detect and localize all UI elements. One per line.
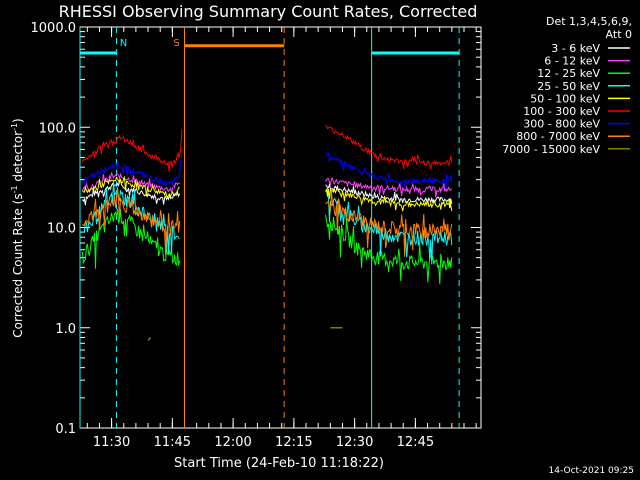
- legend-label: 300 - 800 keV: [523, 118, 600, 131]
- legend-label: 12 - 25 keV: [537, 67, 600, 80]
- y-tick-label: 1000.0: [31, 21, 77, 36]
- series-line: [325, 188, 453, 265]
- marker-label: S: [173, 38, 179, 49]
- series-line: [325, 191, 453, 257]
- legend-label: 7000 - 15000 keV: [502, 143, 600, 156]
- series-line: [325, 124, 453, 171]
- plot-area: 0.1 1.0 10.0 100.0 1000.0 11:30 11:45 12:00 12:1…: [31, 21, 482, 450]
- legend-label: 100 - 300 keV: [523, 105, 600, 118]
- x-tick-label: 11:30: [93, 435, 130, 450]
- series-line: [81, 172, 180, 193]
- y-tick-label: 10.0: [47, 222, 76, 237]
- y-tick-label: 1.0: [55, 322, 76, 337]
- series-line: [82, 187, 181, 256]
- x-tick-label: 12:45: [397, 435, 434, 450]
- y-tick-label: 0.1: [55, 422, 76, 437]
- legend-header-2: Att 0: [606, 28, 632, 41]
- legend-label: 50 - 100 keV: [530, 92, 600, 105]
- series-line: [82, 150, 183, 187]
- x-tick-label: 11:45: [154, 435, 191, 450]
- y-tick-label: 100.0: [39, 121, 76, 136]
- x-axis-label: Start Time (24-Feb-10 11:18:22): [174, 456, 384, 471]
- x-tick-label: 12:00: [214, 435, 251, 450]
- timestamp: 14-Oct-2021 09:25: [548, 466, 634, 476]
- series-line: [81, 208, 181, 269]
- x-tick-label: 12:30: [336, 435, 373, 450]
- chart-title: RHESSI Observing Summary Count Rates, Co…: [59, 2, 478, 21]
- series-line: [81, 129, 183, 173]
- legend-label: 25 - 50 keV: [537, 80, 600, 93]
- series-line: [325, 152, 453, 190]
- legend-label: 3 - 6 keV: [551, 42, 600, 55]
- x-tick-label: 12:15: [275, 435, 312, 450]
- marker-label: N: [120, 38, 127, 49]
- legend-header-1: Det 1,3,4,5,6,9,: [546, 15, 632, 28]
- series-line: [81, 178, 181, 206]
- series-line: [325, 188, 453, 212]
- series-line: [147, 336, 152, 341]
- series-line: [325, 177, 453, 198]
- y-axis-label: Corrected Count Rate (s-1 detector-1): [10, 118, 25, 337]
- series-line: [325, 182, 453, 209]
- series-line: [82, 175, 180, 199]
- legend-label: 800 - 7000 keV: [516, 130, 600, 143]
- legend-label: 6 - 12 keV: [544, 55, 600, 68]
- plot-frame: [79, 26, 482, 429]
